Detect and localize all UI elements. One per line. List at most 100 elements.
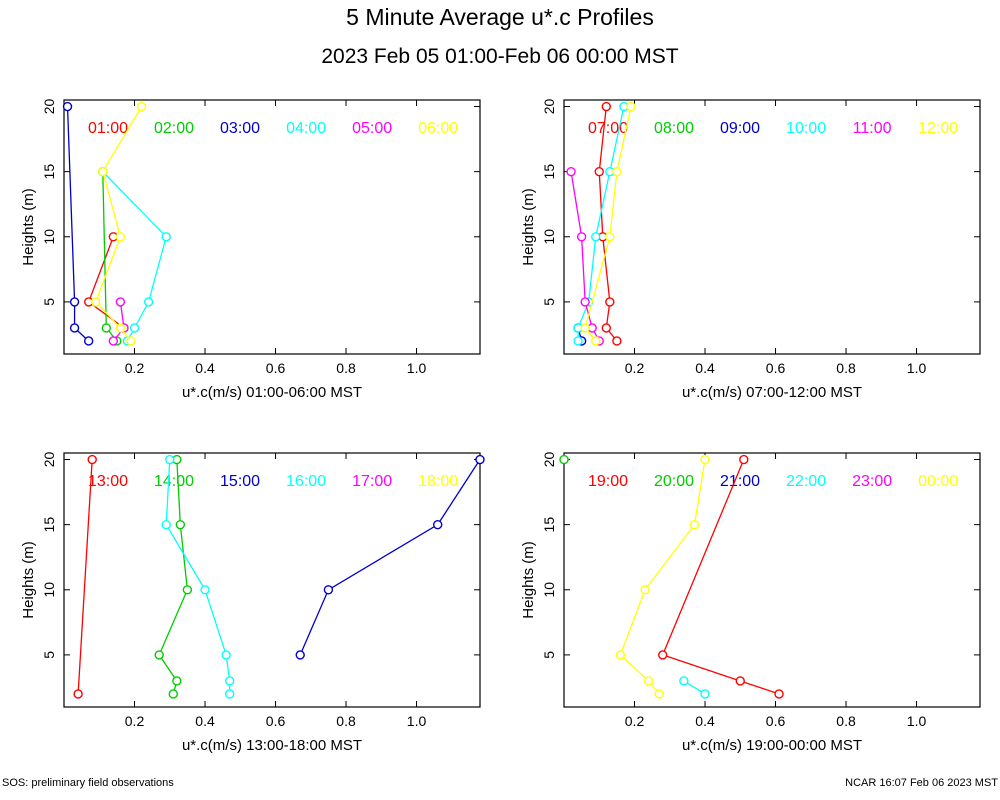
- data-point: [689, 519, 700, 530]
- data-point: [601, 101, 612, 112]
- x-tick-label: 0.2: [625, 713, 645, 729]
- data-point: [735, 676, 745, 686]
- data-point: [126, 336, 136, 346]
- legend-entry: 11:00: [853, 120, 892, 137]
- y-tick-label: 15: [541, 164, 557, 180]
- chart-panel-4: 0.2 0.4 0.6 0.8 1.0 5 10 15 20 u*.c(m/s) 19:00-00…: [520, 452, 981, 754]
- y-axis-label: Heights (m): [20, 188, 37, 266]
- y-axis-label: Heights (m): [520, 541, 537, 619]
- data-point: [295, 650, 305, 660]
- x-tick-label: 1.0: [907, 360, 927, 376]
- data-point: [591, 336, 601, 346]
- data-point: [129, 323, 140, 333]
- chart-subtitle: 2023 Feb 05 01:00-Feb 06 00:00 MST: [321, 45, 679, 68]
- data-point: [69, 297, 80, 307]
- y-tick-label: 10: [541, 582, 557, 598]
- series-1100: [566, 166, 604, 346]
- y-tick-label: 5: [541, 651, 557, 659]
- data-point: [224, 689, 235, 699]
- series-line: [66, 106, 90, 342]
- legend-entry: 20:00: [654, 473, 694, 490]
- y-tick-label: 5: [541, 298, 557, 306]
- series-0000: [615, 454, 710, 699]
- series-0300: [62, 101, 94, 346]
- x-tick-label: 1.0: [907, 713, 927, 729]
- x-tick-label: 0.6: [266, 360, 286, 376]
- data-point: [605, 232, 615, 242]
- y-tick-label: 10: [41, 229, 57, 245]
- chart-panel-3: 0.2 0.4 0.6 0.8 1.0 5 10 15 20 u*.c(m/s) 13:00-18…: [20, 452, 485, 754]
- legend-entry: 01:00: [88, 120, 128, 137]
- data-point: [566, 166, 576, 177]
- data-point: [115, 297, 126, 307]
- data-point: [601, 323, 612, 333]
- series-2000: [559, 454, 569, 465]
- x-tick-label: 0.8: [836, 713, 856, 729]
- y-axis-label: Heights (m): [20, 541, 37, 619]
- data-point: [580, 323, 590, 333]
- y-tick-label: 20: [41, 452, 57, 468]
- data-point: [580, 297, 590, 307]
- data-point: [739, 454, 749, 465]
- data-point: [62, 101, 73, 112]
- x-tick-label: 0.6: [766, 360, 786, 376]
- legend-entry: 10:00: [786, 120, 826, 137]
- legend-entry: 05:00: [352, 120, 392, 137]
- chart-panel-1: 0.2 0.4 0.6 0.8 1.0 5 10 15 20 u*.c(m/s) 01:00-06…: [20, 99, 481, 401]
- x-tick-label: 0.6: [266, 713, 286, 729]
- data-point: [200, 585, 210, 595]
- legend-entry: 17:00: [352, 473, 392, 490]
- data-point: [559, 454, 569, 465]
- chart-title: 5 Minute Average u*.c Profiles: [346, 4, 654, 30]
- data-point: [774, 689, 784, 699]
- data-point: [612, 166, 622, 177]
- series-line: [570, 171, 600, 342]
- data-point: [640, 585, 650, 595]
- data-point: [115, 232, 126, 242]
- legend-entry: 22:00: [786, 473, 826, 490]
- series-1900: [658, 454, 784, 699]
- data-point: [115, 323, 126, 333]
- series-line: [299, 459, 481, 656]
- series-2200: [679, 676, 710, 699]
- x-tick-label: 0.4: [195, 713, 215, 729]
- legend-entry: 13:00: [88, 473, 128, 490]
- data-point: [168, 689, 178, 699]
- data-point: [83, 336, 94, 346]
- legend-entry: 19:00: [588, 473, 628, 490]
- x-tick-label: 0.4: [195, 360, 215, 376]
- legend-entry: 18:00: [418, 473, 458, 490]
- data-point: [154, 650, 164, 660]
- data-point: [594, 166, 604, 177]
- series-line: [102, 171, 167, 342]
- data-point: [165, 454, 175, 465]
- data-point: [91, 297, 101, 307]
- data-point: [182, 585, 193, 595]
- x-axis-label: u*.c(m/s) 01:00-06:00 MST: [182, 384, 362, 401]
- y-tick-label: 10: [541, 229, 557, 245]
- legend-entry: 21:00: [720, 473, 760, 490]
- series-1600: [161, 454, 235, 699]
- x-tick-label: 0.8: [836, 360, 856, 376]
- plot-frame: [563, 99, 981, 355]
- y-tick-label: 10: [41, 582, 57, 598]
- series-0200: [98, 166, 122, 346]
- x-axis-label: u*.c(m/s) 07:00-12:00 MST: [682, 384, 862, 401]
- data-point: [143, 297, 154, 307]
- plot-frame: [63, 452, 481, 708]
- x-tick-label: 0.2: [625, 360, 645, 376]
- data-point: [175, 519, 186, 530]
- legend-entry: 09:00: [720, 120, 760, 137]
- y-tick-label: 20: [541, 99, 557, 115]
- data-point: [605, 297, 615, 307]
- data-point: [475, 454, 485, 465]
- data-point: [101, 323, 112, 333]
- legend-entry: 00:00: [918, 473, 958, 490]
- x-axis-label: u*.c(m/s) 13:00-18:00 MST: [182, 737, 362, 754]
- legend-entry: 02:00: [154, 120, 194, 137]
- legend-entry: 08:00: [654, 120, 694, 137]
- legend-entry: 14:00: [154, 473, 194, 490]
- legend-entry: 12:00: [918, 120, 958, 137]
- y-tick-label: 15: [541, 517, 557, 533]
- y-tick-label: 15: [41, 164, 57, 180]
